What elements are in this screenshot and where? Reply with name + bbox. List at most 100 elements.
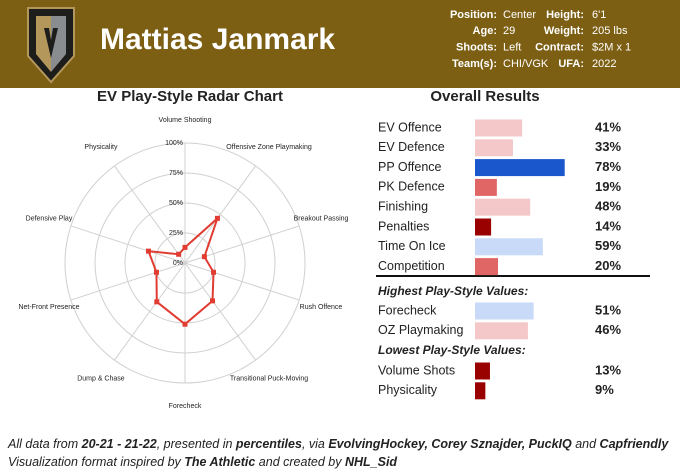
axis-label: Physicality bbox=[84, 144, 118, 151]
team-logo bbox=[27, 7, 75, 84]
bar bbox=[475, 178, 497, 196]
bar bbox=[475, 322, 528, 340]
radar-point bbox=[145, 248, 151, 254]
radar-point bbox=[211, 269, 217, 275]
value-label: 59% bbox=[595, 238, 621, 253]
info-value: Left bbox=[503, 42, 521, 54]
value-label: 9% bbox=[595, 382, 614, 397]
player-name: Mattias Janmark bbox=[100, 23, 335, 56]
bar-label: Time On Ice bbox=[378, 239, 446, 253]
spoke bbox=[114, 262, 186, 361]
value-label: 19% bbox=[595, 179, 621, 194]
info-value: 2022 bbox=[592, 58, 616, 70]
info-label: Weight: bbox=[544, 25, 584, 37]
chart-title: EV Play-Style Radar Chart bbox=[97, 88, 283, 105]
value-label: 13% bbox=[595, 362, 621, 377]
radar-point bbox=[214, 215, 220, 221]
bar bbox=[475, 218, 492, 236]
axis-label: Dump & Chase bbox=[77, 376, 125, 383]
section-title: Lowest Play-Style Values: bbox=[378, 343, 526, 357]
footer-text: The Athletic bbox=[184, 455, 255, 469]
bar bbox=[475, 258, 498, 276]
axis-label: Defensive Play bbox=[26, 216, 73, 223]
spoke bbox=[70, 225, 186, 264]
radar-point bbox=[182, 244, 188, 250]
axis-label: Transitional Puck-Moving bbox=[230, 376, 308, 383]
axis-label: Forecheck bbox=[169, 403, 202, 410]
info-value: 205 lbs bbox=[592, 25, 628, 37]
bar bbox=[475, 139, 513, 157]
footer-text: and bbox=[572, 437, 600, 451]
spoke bbox=[184, 262, 256, 361]
footer-text: EvolvingHockey, Corey Sznajder, PuckIQ bbox=[328, 437, 572, 451]
value-label: 46% bbox=[595, 322, 621, 337]
bar-label: PP Offence bbox=[378, 160, 442, 174]
axis-label: Volume Shooting bbox=[159, 117, 212, 124]
chart-title: Overall Results bbox=[430, 88, 539, 105]
info-label: Shoots: bbox=[456, 42, 497, 54]
info-value: CHI/VGK bbox=[503, 58, 549, 70]
value-label: 14% bbox=[595, 218, 621, 233]
footer-text: 20-21 - 21-22 bbox=[81, 437, 157, 451]
bar-label: Finishing bbox=[378, 199, 428, 213]
axis-label: Net-Front Presence bbox=[18, 304, 79, 311]
value-label: 41% bbox=[595, 119, 621, 134]
footer-line: Visualization format inspired by The Ath… bbox=[8, 455, 397, 469]
value-label: 48% bbox=[595, 199, 621, 214]
spoke bbox=[184, 165, 256, 264]
spoke bbox=[114, 165, 186, 264]
radar-point bbox=[153, 269, 159, 275]
bar bbox=[475, 362, 490, 380]
bar-label: Penalties bbox=[378, 219, 429, 233]
info-label: UFA: bbox=[558, 58, 584, 70]
section-title: Highest Play-Style Values: bbox=[378, 284, 528, 298]
r-tick-label: 0% bbox=[173, 260, 183, 267]
radar-point bbox=[201, 254, 207, 260]
footer-text: All data from bbox=[7, 437, 82, 451]
bar bbox=[475, 119, 523, 137]
axis-label: Breakout Passing bbox=[294, 216, 349, 223]
axis-label: Offensive Zone Playmaking bbox=[226, 144, 312, 151]
info-label: Contract: bbox=[535, 42, 584, 54]
spoke bbox=[70, 262, 186, 301]
bar bbox=[475, 198, 531, 216]
bar-label: EV Offence bbox=[378, 120, 442, 134]
radar-point bbox=[210, 298, 216, 304]
bar-label: Volume Shots bbox=[378, 363, 455, 377]
bar bbox=[475, 238, 543, 256]
value-label: 51% bbox=[595, 302, 621, 317]
radar-point bbox=[154, 299, 160, 305]
axis-label: Rush Offence bbox=[300, 304, 343, 311]
r-tick-label: 75% bbox=[169, 170, 183, 177]
info-value: 6'1 bbox=[592, 9, 606, 21]
bar-label: PK Defence bbox=[378, 180, 445, 194]
value-label: 20% bbox=[595, 258, 621, 273]
header-band bbox=[0, 0, 680, 88]
footer-text: , via bbox=[302, 437, 328, 451]
bar-label: OZ Playmaking bbox=[378, 323, 463, 337]
r-tick-label: 100% bbox=[165, 140, 183, 147]
radar-point bbox=[176, 251, 182, 257]
info-value: 29 bbox=[503, 25, 515, 37]
footer-line: All data from 20-21 - 21-22, presented i… bbox=[7, 437, 669, 451]
spoke bbox=[184, 262, 300, 301]
r-tick-label: 25% bbox=[169, 230, 183, 237]
footer-text: , presented in bbox=[157, 437, 236, 451]
footer-text: Capfriendly bbox=[600, 437, 670, 451]
radar-point bbox=[182, 321, 188, 327]
bar-label: EV Defence bbox=[378, 140, 445, 154]
footer-text: Visualization format inspired by bbox=[8, 455, 184, 469]
bar bbox=[475, 382, 486, 400]
r-tick-label: 50% bbox=[169, 200, 183, 207]
bar-label: Physicality bbox=[378, 383, 438, 397]
info-label: Position: bbox=[450, 9, 497, 21]
bar bbox=[475, 159, 565, 177]
value-label: 33% bbox=[595, 139, 621, 154]
info-value: $2M x 1 bbox=[592, 42, 631, 54]
bar-label: Forecheck bbox=[378, 303, 437, 317]
info-label: Height: bbox=[546, 9, 584, 21]
info-label: Age: bbox=[473, 25, 497, 37]
info-value: Center bbox=[503, 9, 536, 21]
footer-text: and created by bbox=[255, 455, 345, 469]
